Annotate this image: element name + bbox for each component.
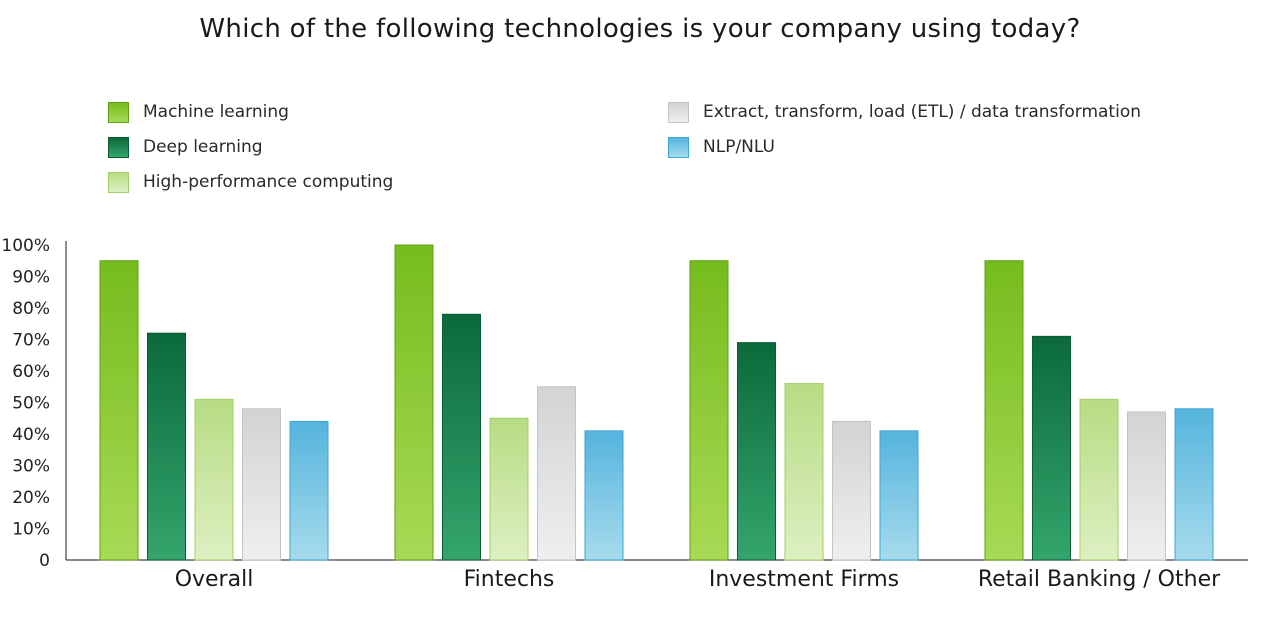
legend-swatch-etl [668, 102, 689, 123]
bar-machine-learning-3 [984, 260, 1024, 561]
legend-label-machine-learning: Machine learning [143, 102, 289, 122]
legend-swatch-hpc [108, 172, 129, 193]
legend-swatch-machine-learning [108, 102, 129, 123]
bar-deep-learning-3 [1032, 335, 1071, 561]
bar-deep-learning-0 [147, 332, 186, 561]
legend-label-nlp: NLP/NLU [703, 137, 775, 157]
bar-high-performance-computing-1 [489, 417, 529, 561]
bar-high-performance-computing-0 [194, 398, 234, 561]
bar-nlp-nlu-1 [584, 430, 624, 561]
x-category-label: Retail Banking / Other [978, 567, 1221, 592]
x-category-label: Investment Firms [709, 567, 899, 592]
bar-nlp-nlu-3 [1174, 408, 1214, 561]
y-tick-label: 30% [12, 457, 50, 477]
bar-extract-transform-load-etl-data-transformation-3 [1127, 411, 1166, 561]
legend-item-nlp: NLP/NLU [668, 137, 775, 158]
bar-extract-transform-load-etl-data-transformation-2 [832, 420, 871, 561]
y-tick-label: 0 [39, 551, 50, 571]
y-tick-label: 60% [12, 362, 50, 382]
legend-label-deep-learning: Deep learning [143, 137, 263, 157]
y-tick-label: 50% [12, 394, 50, 414]
legend-label-hpc: High-performance computing [143, 172, 394, 192]
chart-legend: Machine learning Deep learning High-perf… [108, 100, 1208, 200]
bar-nlp-nlu-2 [879, 430, 919, 561]
legend-item-hpc: High-performance computing [108, 172, 393, 193]
y-tick-label: 20% [12, 488, 50, 508]
bar-extract-transform-load-etl-data-transformation-0 [242, 408, 281, 561]
bar-nlp-nlu-0 [289, 420, 329, 561]
bar-deep-learning-2 [737, 342, 776, 561]
y-tick-label: 90% [12, 268, 50, 288]
x-category-label: Fintechs [464, 567, 555, 592]
bar-machine-learning-1 [394, 244, 434, 561]
bar-machine-learning-0 [99, 260, 139, 561]
legend-swatch-deep-learning [108, 137, 129, 158]
y-tick-label: 70% [12, 331, 50, 351]
bar-extract-transform-load-etl-data-transformation-1 [537, 386, 576, 561]
legend-item-deep-learning: Deep learning [108, 137, 263, 158]
bar-high-performance-computing-3 [1079, 398, 1119, 561]
bar-machine-learning-2 [689, 260, 729, 561]
legend-swatch-nlp [668, 137, 689, 158]
legend-item-etl: Extract, transform, load (ETL) / data tr… [668, 102, 1141, 123]
bar-deep-learning-1 [442, 313, 481, 561]
y-tick-label: 10% [12, 520, 50, 540]
legend-item-machine-learning: Machine learning [108, 102, 289, 123]
bar-high-performance-computing-2 [784, 383, 824, 561]
x-category-label: Overall [175, 567, 254, 592]
y-tick-label: 100% [1, 236, 50, 256]
chart-title: Which of the following technologies is y… [199, 14, 1081, 44]
y-tick-label: 40% [12, 425, 50, 445]
legend-label-etl: Extract, transform, load (ETL) / data tr… [703, 102, 1141, 122]
y-tick-label: 80% [12, 299, 50, 319]
